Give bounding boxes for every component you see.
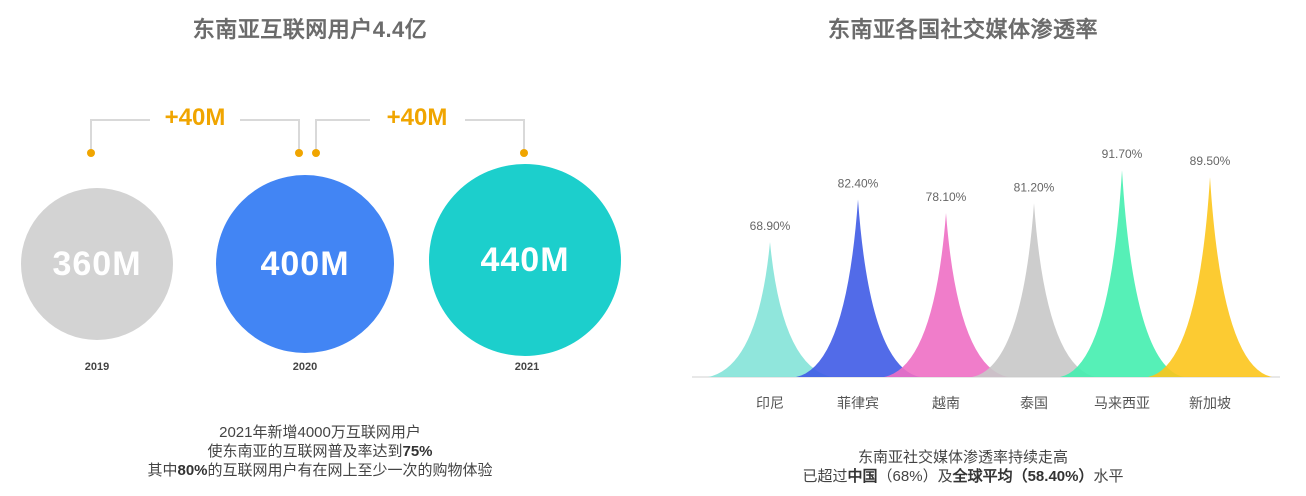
internet-users-panel: 东南亚互联网用户4.4亿 +40M +40M 360M 400M 440M 20… <box>0 0 640 496</box>
caption-highlight: 75% <box>402 443 433 460</box>
caption-line: 东南亚社交媒体渗透率持续走高 <box>857 449 1068 466</box>
increment-label: +40M <box>378 104 456 132</box>
caption-line: 其中80%的互联网用户有在网上至少一次的购物体验 <box>0 461 640 480</box>
connector-dot <box>312 149 320 157</box>
internet-users-caption: 2021年新增4000万互联网用户 使东南亚的互联网普及率达到75% 其中80%… <box>0 423 640 480</box>
caption-text: （68%）及 <box>877 468 953 485</box>
users-2021-value: 440M <box>480 240 570 279</box>
category-label: 马来西亚 <box>1094 395 1150 411</box>
social-media-caption: 东南亚社交媒体渗透率持续走高 已超过中国（68%）及全球平均（58.40%）水平 <box>620 448 1306 486</box>
users-2019-value: 360M <box>52 244 142 283</box>
social-media-peak-chart: 68.90% 印尼 82.40% 菲律宾 78.10% 越南 81.20% 泰国 91.70% 马… <box>692 147 1280 411</box>
connector-2020-2021 <box>315 119 525 152</box>
social-media-panel: 东南亚各国社交媒体渗透率 68.90% 印尼 82.40% 菲律宾 78.10% 越南 81… <box>640 0 1306 496</box>
caption-line: 2021年新增4000万互联网用户 <box>219 424 421 441</box>
caption-highlight: 全球平均 <box>952 468 1013 485</box>
value-label: 78.10% <box>926 190 967 204</box>
category-label: 泰国 <box>1020 395 1048 411</box>
growth-connectors <box>87 119 528 157</box>
peak-2 <box>796 199 920 377</box>
users-2021-circle: 440M <box>429 164 621 356</box>
year-label: 2020 <box>292 361 318 373</box>
category-label: 新加坡 <box>1189 395 1231 411</box>
category-label: 印尼 <box>756 395 784 411</box>
connector-dot <box>520 149 528 157</box>
caption-line: 使东南亚的互联网普及率达到75% <box>0 442 640 461</box>
increment-label: +40M <box>156 104 234 132</box>
caption-text: 其中 <box>147 462 178 479</box>
value-label: 81.20% <box>1014 180 1055 194</box>
caption-highlight: 80% <box>177 462 208 479</box>
peak-3 <box>884 213 1008 377</box>
peak-6 <box>1148 177 1272 377</box>
social-media-title: 东南亚各国社交媒体渗透率 <box>827 17 1098 42</box>
users-2019-circle: 360M <box>21 188 173 340</box>
connector-dot <box>87 149 95 157</box>
connector-dot <box>295 149 303 157</box>
caption-text: 使东南亚的互联网普及率达到 <box>207 443 403 460</box>
caption-line: 已超过中国（68%）及全球平均（58.40%）水平 <box>620 467 1306 486</box>
caption-highlight: 中国 <box>847 468 878 485</box>
peak-5 <box>1060 170 1184 377</box>
peak-1 <box>708 242 832 377</box>
category-label: 菲律宾 <box>837 395 879 411</box>
users-2020-circle: 400M <box>216 175 394 353</box>
caption-highlight: （58.40%） <box>1012 468 1094 485</box>
caption-text: 已超过 <box>802 468 848 485</box>
connector-2019-2020 <box>90 119 300 152</box>
year-label: 2019 <box>84 361 110 373</box>
users-2020-value: 400M <box>260 244 350 283</box>
value-label: 89.50% <box>1190 154 1231 168</box>
value-label: 82.40% <box>838 176 879 190</box>
year-label: 2021 <box>514 361 540 373</box>
value-label: 91.70% <box>1102 147 1143 161</box>
peak-4 <box>972 203 1096 377</box>
internet-users-title: 东南亚互联网用户4.4亿 <box>192 17 428 42</box>
caption-text: 的互联网用户有在网上至少一次的购物体验 <box>207 462 493 479</box>
value-label: 68.90% <box>750 219 791 233</box>
category-label: 越南 <box>932 395 960 411</box>
caption-text: 水平 <box>1093 468 1124 485</box>
